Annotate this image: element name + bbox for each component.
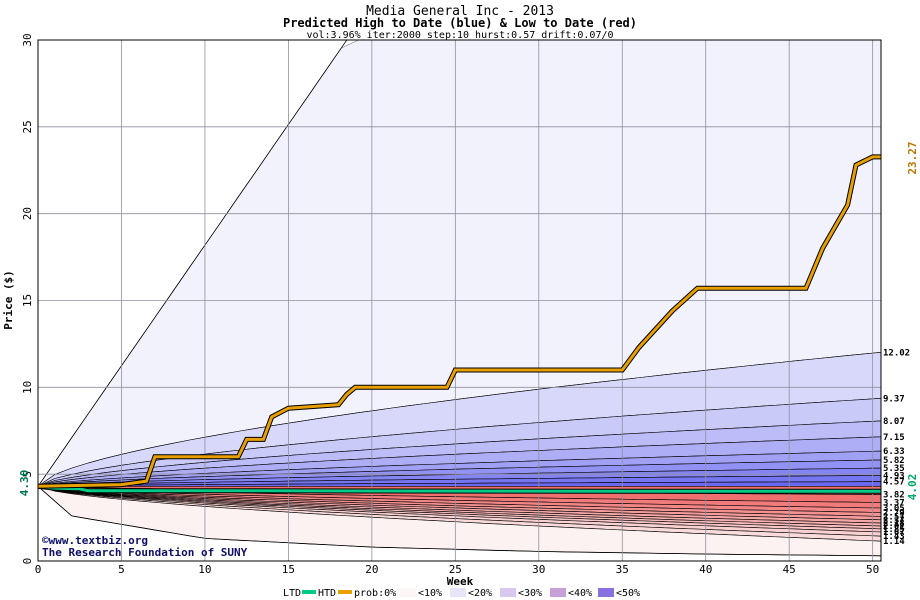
legend-swatch-3 bbox=[550, 588, 566, 597]
legend-ltd-swatch bbox=[302, 590, 316, 594]
y-tick-4: 20 bbox=[21, 207, 34, 220]
low-level-label-2: 3.05 bbox=[883, 504, 905, 514]
x-axis-ticks: 0 5 10 15 20 25 30 35 40 45 50 bbox=[35, 563, 880, 576]
low-level-label-5: 2.37 bbox=[883, 516, 905, 526]
legend-prob-label: prob:0% bbox=[354, 588, 396, 599]
high-level-label-2: 8.07 bbox=[883, 417, 905, 427]
y-tick-6: 30 bbox=[21, 33, 34, 46]
x-tick-10: 50 bbox=[866, 563, 879, 576]
high-level-label-5: 5.82 bbox=[883, 456, 905, 466]
x-tick-0: 0 bbox=[35, 563, 42, 576]
legend-swatch-4 bbox=[598, 588, 614, 597]
y-tick-0: 0 bbox=[21, 558, 34, 565]
y-axis-ticks: 0 5 10 15 20 25 30 bbox=[21, 33, 34, 564]
high-level-label-6: 5.35 bbox=[883, 464, 905, 474]
high-level-label-4: 6.33 bbox=[883, 447, 905, 457]
low-final-label: 4.02 bbox=[906, 474, 919, 501]
low-level-label-3: 2.79 bbox=[883, 509, 905, 519]
series-lines bbox=[37, 154, 881, 494]
outer-low-line bbox=[37, 485, 882, 557]
high-final-label: 23.27 bbox=[906, 141, 919, 174]
legend-bin-2: <20% bbox=[468, 588, 492, 599]
chart-title: Media General Inc - 2013 bbox=[366, 4, 554, 19]
y-tick-3: 15 bbox=[21, 294, 34, 307]
credit-line-2: The Research Foundation of SUNY bbox=[42, 546, 248, 559]
y-tick-1: 5 bbox=[21, 471, 34, 478]
low-level-label-7: 2.01 bbox=[883, 522, 905, 532]
y-axis-label: Price ($) bbox=[2, 270, 15, 330]
low-level-label-1: 3.37 bbox=[883, 498, 905, 508]
envelope-exterior bbox=[38, 40, 881, 487]
low-level-label-10: 1.43 bbox=[883, 532, 905, 542]
x-tick-1: 5 bbox=[118, 563, 125, 576]
y-tick-2: 10 bbox=[21, 381, 34, 394]
chart-params: vol:3.96% iter:2000 step:10 hurst:0.57 d… bbox=[306, 30, 613, 41]
legend: LTD HTD prob:0% <10% <20% <30% <40% <50% bbox=[283, 588, 640, 599]
x-axis-label: Week bbox=[447, 575, 474, 588]
low-level-label-0: 3.82 bbox=[883, 491, 905, 501]
level-labels: 12.02 9.37 8.07 7.15 6.335.825.354.934.57 3.8… bbox=[883, 348, 910, 547]
x-tick-7: 35 bbox=[616, 563, 629, 576]
high-level-label-3: 7.15 bbox=[883, 433, 905, 443]
legend-htd-swatch bbox=[338, 590, 352, 594]
x-tick-4: 20 bbox=[365, 563, 378, 576]
legend-ltd-label: LTD bbox=[283, 588, 301, 599]
htd-line bbox=[37, 155, 881, 488]
low-level-label-6: 2.18 bbox=[883, 519, 905, 529]
high-level-label-7: 4.93 bbox=[883, 471, 905, 481]
low-level-label-11: 1.14 bbox=[883, 537, 905, 547]
credit-line-1: ©www.textbiz.org bbox=[42, 534, 148, 547]
x-tick-5: 25 bbox=[449, 563, 462, 576]
legend-swatch-0 bbox=[400, 588, 416, 597]
x-tick-9: 45 bbox=[783, 563, 796, 576]
legend-swatch-1 bbox=[450, 588, 466, 597]
x-tick-8: 40 bbox=[699, 563, 712, 576]
y-tick-5: 25 bbox=[21, 120, 34, 133]
low-level-label-9: 1.67 bbox=[883, 528, 905, 538]
legend-swatch-2 bbox=[500, 588, 516, 597]
legend-bin-5: <50% bbox=[616, 588, 640, 599]
legend-bin-3: <30% bbox=[518, 588, 542, 599]
x-tick-2: 10 bbox=[198, 563, 211, 576]
x-tick-6: 30 bbox=[532, 563, 545, 576]
legend-bin-4: <40% bbox=[568, 588, 592, 599]
high-level-label-1: 9.37 bbox=[883, 394, 905, 404]
high-level-label-0: 12.02 bbox=[883, 348, 910, 358]
low-level-label-4: 2.57 bbox=[883, 512, 905, 522]
legend-htd-label: HTD bbox=[318, 588, 336, 599]
chart-subtitle: Predicted High to Date (blue) & Low to D… bbox=[283, 16, 637, 30]
legend-bin-1: <10% bbox=[418, 588, 442, 599]
high-level-label-8: 4.57 bbox=[883, 478, 905, 488]
low-level-label-8: 1.85 bbox=[883, 525, 905, 535]
grid bbox=[38, 40, 881, 561]
x-tick-3: 15 bbox=[282, 563, 295, 576]
outer-high-line bbox=[37, 39, 348, 487]
start-price-label: 4.30 bbox=[18, 470, 31, 497]
plot-frame bbox=[37, 39, 882, 562]
